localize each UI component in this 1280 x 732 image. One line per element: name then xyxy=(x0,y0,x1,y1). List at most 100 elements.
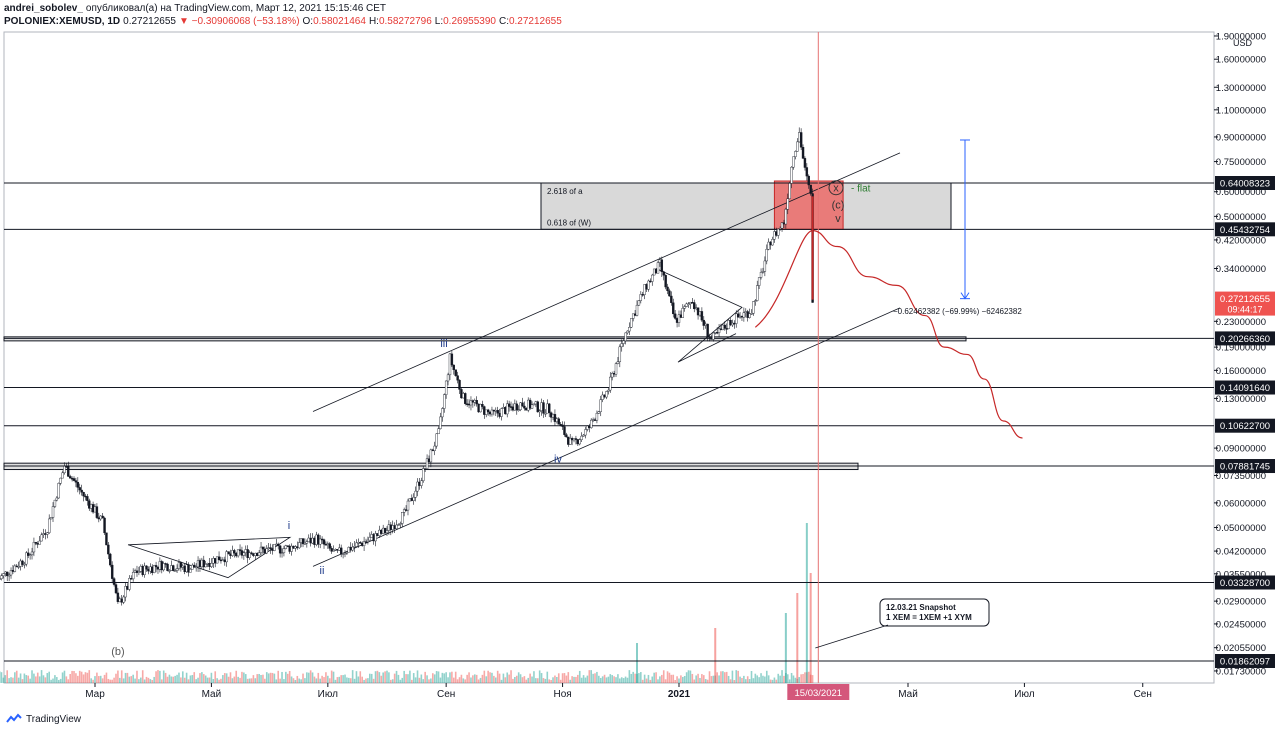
price-tick-label: 0.02450000 xyxy=(1216,619,1266,630)
level-badge[interactable] xyxy=(1215,418,1275,433)
channel-upper-line[interactable] xyxy=(312,152,901,412)
projection-curve[interactable] xyxy=(812,230,1023,439)
candle-body xyxy=(488,411,492,415)
price-tick-label: 0.03550000 xyxy=(1216,569,1266,580)
fib-top-label: 2.618 of a xyxy=(547,187,583,196)
time-axis[interactable]: Мар Май Июл Сен Ноя 2021 Май Июл Сен 15/03/2021 xyxy=(85,683,1152,700)
price-tick-label: 0.01730000 xyxy=(1216,666,1266,677)
candle-body xyxy=(137,571,141,573)
level-badge[interactable] xyxy=(1215,380,1275,395)
current-price-badge[interactable] xyxy=(1215,291,1275,316)
candle-body xyxy=(530,404,534,409)
volume-bar xyxy=(6,670,9,683)
volume-bar xyxy=(472,675,474,683)
snapshot-callout[interactable] xyxy=(879,598,990,627)
price-tick-label: 0.02055000 xyxy=(1216,643,1266,654)
volume-bar xyxy=(42,675,45,683)
projection-leadin[interactable] xyxy=(754,230,813,328)
volume-bar xyxy=(567,672,570,683)
candle-body xyxy=(763,260,767,272)
volume-bar xyxy=(107,678,110,683)
zones-layer[interactable] xyxy=(3,180,967,471)
drawings-layer[interactable] xyxy=(4,32,1214,683)
volume-bar xyxy=(210,672,213,683)
close-label: C: xyxy=(498,16,509,27)
candle-body xyxy=(244,549,247,553)
level-badge[interactable] xyxy=(1215,575,1275,590)
candle-body xyxy=(706,323,709,337)
volume-bar xyxy=(77,675,79,683)
volume-bar xyxy=(344,674,346,683)
candle-body xyxy=(477,403,480,413)
volume-bar xyxy=(527,677,530,683)
candle-body xyxy=(212,558,215,564)
volume-bar xyxy=(388,672,390,683)
level-badge[interactable] xyxy=(1215,459,1275,474)
candle-body xyxy=(298,542,301,549)
volume-bar xyxy=(275,679,278,683)
volume-bar xyxy=(462,678,465,683)
candle-body xyxy=(0,575,3,579)
volume-bar xyxy=(542,678,545,683)
level-badge[interactable] xyxy=(1215,176,1275,190)
candle-body xyxy=(798,132,801,143)
volume-bar xyxy=(237,676,239,683)
volume-bar xyxy=(754,673,757,683)
candle-body xyxy=(582,434,585,437)
channel-lower-line[interactable] xyxy=(312,307,901,567)
candle-body xyxy=(149,566,152,572)
triangle-pattern-1[interactable] xyxy=(127,536,292,579)
volume-bar xyxy=(617,674,619,683)
level-badge[interactable] xyxy=(1215,222,1275,237)
volume-bar xyxy=(353,678,356,683)
candle-body xyxy=(147,568,150,572)
candle-body xyxy=(25,552,28,565)
candle-body xyxy=(622,340,625,344)
candle-body xyxy=(778,228,782,230)
wave-label: v xyxy=(835,213,841,225)
candle-body xyxy=(515,403,518,411)
volume-bar xyxy=(416,670,419,683)
volume-bar xyxy=(50,679,52,683)
candle-body xyxy=(376,533,379,537)
candle-body xyxy=(464,393,467,404)
snapshot-pointer xyxy=(815,624,889,649)
volume-bar xyxy=(143,679,146,683)
level-badge[interactable] xyxy=(1215,654,1275,668)
candle-body xyxy=(332,550,335,552)
crosshair-date-badge[interactable] xyxy=(787,684,850,700)
volume-bar xyxy=(52,678,54,683)
author-name[interactable]: andrei_sobolev_ xyxy=(4,3,83,14)
candle-body xyxy=(534,401,538,405)
close-value: 0.27212655 xyxy=(508,16,562,27)
fib-box[interactable] xyxy=(540,182,952,230)
volume-bar xyxy=(44,677,47,683)
volume-bar xyxy=(783,675,785,683)
volume-bar xyxy=(563,673,566,683)
candle-body xyxy=(712,332,715,340)
volume-bar xyxy=(779,675,781,683)
triangle-pattern-2[interactable] xyxy=(655,268,743,363)
volume-bar xyxy=(641,679,644,683)
candle-body xyxy=(439,416,442,429)
candle-body xyxy=(177,562,181,569)
candle-body xyxy=(399,523,402,525)
level-badge[interactable] xyxy=(1215,331,1275,346)
volume-bar xyxy=(477,679,480,683)
volume-bar xyxy=(216,678,218,683)
symbol-interval[interactable]: POLONIEX:XEMUSD, 1D xyxy=(4,16,121,27)
candle-body xyxy=(578,439,581,445)
time-tick-label: Июл xyxy=(1014,689,1034,700)
candle-body xyxy=(80,489,83,493)
tradingview-logo[interactable]: TradingView xyxy=(6,711,81,727)
volume-bar xyxy=(491,672,493,683)
volume-bar xyxy=(367,678,369,683)
candle-body xyxy=(584,429,587,436)
candle-body xyxy=(189,569,192,573)
volume-bar xyxy=(181,671,184,683)
candle-body xyxy=(173,570,177,572)
candle-body xyxy=(68,476,72,479)
time-tick-label: Ноя xyxy=(553,689,571,700)
